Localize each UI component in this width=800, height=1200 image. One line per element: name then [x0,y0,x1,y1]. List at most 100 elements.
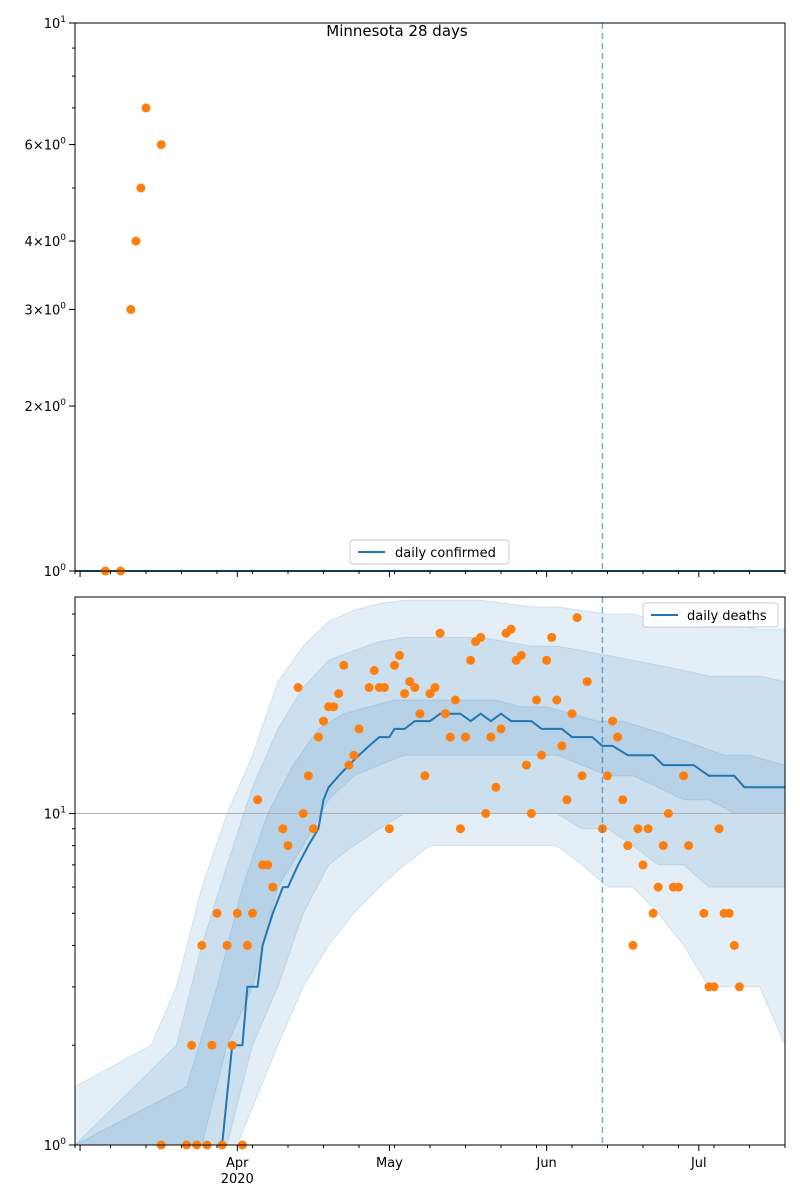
bottom-legend-label: daily deaths [687,609,767,624]
data-point [608,716,618,726]
chart-title: Minnesota 28 days [326,22,468,40]
data-point [521,760,531,770]
data-point [187,1040,197,1050]
data-point [313,732,323,742]
y-tick-label: 6×100 [25,137,67,154]
data-point [729,940,739,950]
data-point [430,683,440,692]
x-tick-sublabel: 2020 [221,1172,254,1187]
data-point [349,750,359,760]
data-point [557,741,567,751]
data-point [354,724,364,734]
x-tick-label: Jul [690,1156,707,1171]
data-point [450,695,460,705]
data-point [491,782,501,792]
data-point [679,771,689,781]
data-point [582,677,592,687]
data-point [405,677,415,687]
data-point [628,940,638,950]
y-tick-label: 100 [44,563,67,580]
data-point [293,683,303,692]
data-point [674,882,683,892]
data-point [425,689,435,699]
data-point [227,1040,237,1050]
top-y-ticks: 100 2×100 3×100 4×100 6×100 101 [25,15,75,580]
data-point [384,824,394,834]
data-point [613,732,623,742]
data-point [547,632,557,642]
bottom-scatter-points [156,613,744,1150]
y-tick-label: 101 [44,806,66,823]
data-point [567,709,577,719]
data-point [537,750,547,760]
data-point [532,695,541,705]
data-point [724,908,734,918]
data-point [572,613,582,623]
data-point [481,809,491,818]
data-point [643,824,653,834]
data-point [278,824,288,834]
data-point [248,908,257,918]
data-point [562,795,572,805]
bottom-series-lines [221,712,785,1146]
bottom-y-ticks: 100 101 [44,613,75,1154]
data-point [435,628,445,638]
data-point [577,771,587,781]
data-point [156,140,166,150]
data-point [603,771,612,781]
data-point [364,683,374,692]
data-point [486,732,496,742]
y-tick-label: 3×100 [25,302,67,319]
data-point [684,841,694,851]
top-legend-label: daily confirmed [395,546,496,561]
data-point [618,795,628,805]
data-point [734,982,744,992]
data-point [516,650,526,660]
data-point [542,655,552,665]
top-legend-box [349,539,510,565]
data-point [212,908,222,918]
data-point [633,824,643,834]
data-point [466,655,476,665]
top-legend: daily confirmed [349,539,510,565]
x-tick-label: Jun [535,1156,556,1171]
y-tick-label: 101 [44,15,66,32]
data-point [339,660,349,670]
data-point [420,771,430,781]
y-tick-label: 4×100 [25,233,67,250]
data-point [415,709,425,719]
data-point [344,760,354,770]
data-point [395,650,405,660]
data-point [552,695,562,705]
data-point [506,624,516,634]
data-point [131,236,141,246]
data-point [648,908,658,918]
data-point [410,683,420,692]
data-point [653,882,663,892]
data-point [242,940,252,950]
x-tick-label: Apr [226,1156,249,1171]
data-point [141,103,151,113]
data-point [658,841,668,851]
data-point [207,1040,217,1050]
data-point [476,632,486,642]
bottom-legend: daily deaths [642,602,779,628]
y-tick-label: 100 [44,1137,67,1154]
data-point [390,660,399,670]
data-point [440,709,450,719]
data-point [461,732,470,742]
data-point [714,824,724,834]
data-point [379,683,389,692]
data-point [445,732,455,742]
top-scatter-points [100,103,166,576]
data-point [303,771,313,781]
data-point [308,824,318,834]
data-point [319,716,328,726]
data-point [334,689,344,699]
data-point [329,702,339,712]
top-axes-frame [74,22,786,572]
data-point [283,841,293,851]
data-point [623,841,633,851]
